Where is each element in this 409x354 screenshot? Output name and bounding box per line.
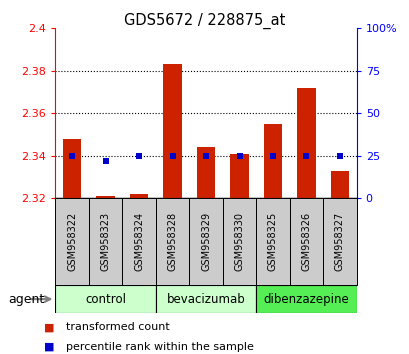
Bar	[63, 139, 81, 198]
Bar	[256, 285, 356, 313]
Bar	[163, 64, 181, 198]
Bar	[330, 171, 348, 198]
Text: GSM958324: GSM958324	[134, 212, 144, 271]
Bar	[130, 194, 148, 198]
Bar	[289, 198, 322, 285]
Text: percentile rank within the sample: percentile rank within the sample	[65, 342, 253, 352]
Bar	[222, 198, 256, 285]
Text: ■: ■	[44, 342, 54, 352]
Bar	[297, 88, 315, 198]
Bar	[122, 198, 155, 285]
Bar	[89, 198, 122, 285]
Text: GSM958330: GSM958330	[234, 212, 244, 271]
Text: GSM958322: GSM958322	[67, 212, 77, 271]
Text: ■: ■	[44, 322, 54, 332]
Bar	[189, 198, 222, 285]
Text: agent: agent	[8, 293, 44, 306]
Bar	[155, 198, 189, 285]
Text: GSM958326: GSM958326	[301, 212, 311, 271]
Bar	[155, 285, 256, 313]
Text: GSM958329: GSM958329	[200, 212, 211, 271]
Bar	[196, 147, 215, 198]
Text: GSM958328: GSM958328	[167, 212, 177, 271]
Bar	[256, 198, 289, 285]
Bar	[55, 285, 155, 313]
Text: transformed count: transformed count	[65, 322, 169, 332]
Bar	[96, 196, 115, 198]
Text: GSM958327: GSM958327	[334, 212, 344, 271]
Bar	[55, 198, 89, 285]
Text: GDS5672 / 228875_at: GDS5672 / 228875_at	[124, 12, 285, 29]
Text: control: control	[85, 293, 126, 306]
Bar	[322, 198, 356, 285]
Text: GSM958325: GSM958325	[267, 212, 277, 271]
Bar	[230, 154, 248, 198]
Text: dibenzazepine: dibenzazepine	[263, 293, 348, 306]
Bar	[263, 124, 281, 198]
Text: bevacizumab: bevacizumab	[166, 293, 245, 306]
Text: GSM958323: GSM958323	[100, 212, 110, 271]
